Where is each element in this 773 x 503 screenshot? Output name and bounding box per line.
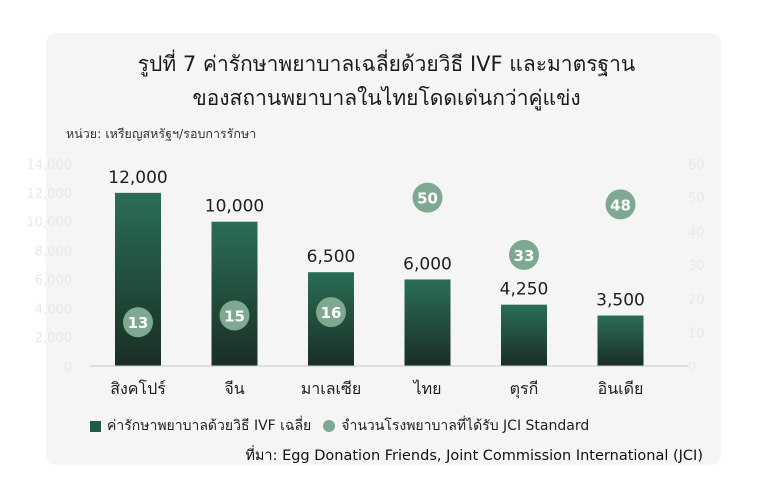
- right-axis-tick-label: 60: [688, 158, 705, 173]
- left-axis-tick-label: 14,000: [27, 158, 73, 173]
- category-label: ไทย: [412, 379, 442, 398]
- jci-count-label: 16: [321, 304, 342, 322]
- bar-value-label: 12,000: [108, 168, 167, 188]
- left-axis-tick-label: 6,000: [35, 273, 72, 288]
- bar-value-label: 3,500: [596, 291, 645, 311]
- left-axis-tick-label: 2,000: [35, 331, 72, 346]
- bar: [404, 279, 451, 366]
- jci-count-label: 13: [128, 314, 149, 332]
- legend-dot-label: จำนวนโรงพยาบาลที่ได้รับ JCI Standard: [341, 418, 590, 434]
- legend-bar-label: ค่ารักษาพยาบาลด้วยวิธี IVF เฉลี่ย: [107, 418, 312, 434]
- left-axis-tick-label: 0: [64, 360, 72, 375]
- bar: [501, 304, 547, 366]
- right-axis-tick-label: 10: [688, 326, 705, 341]
- right-axis-tick-label: 30: [688, 259, 705, 274]
- category-label: ตุรกี: [510, 379, 539, 399]
- category-label: มาเลเซีย: [301, 379, 362, 398]
- bar-value-label: 6,500: [307, 247, 356, 267]
- right-axis-tick-label: 50: [688, 192, 705, 207]
- jci-count-dot: [123, 307, 153, 338]
- chart-title-line-1: รูปที่ 7 ค่ารักษาพยาบาลเฉลี่ยด้วยวิธี IV…: [137, 52, 636, 76]
- right-axis-tick-label: 20: [688, 293, 705, 308]
- left-axis-tick-label: 12,000: [27, 187, 73, 202]
- jci-count-dot: [605, 189, 636, 220]
- bar-value-label: 6,000: [403, 254, 452, 274]
- bar-value-label: 4,250: [500, 280, 549, 300]
- right-axis-tick-label: 0: [688, 360, 696, 375]
- legend-bar-swatch: [90, 420, 101, 432]
- jci-count-dot: [509, 239, 539, 270]
- jci-count-label: 50: [417, 190, 438, 208]
- left-axis-tick-label: 8,000: [35, 245, 72, 260]
- chart-title-line-2: ของสถานพยาบาลในไทยโดดเด่นกว่าคู่แข่ง: [192, 86, 581, 110]
- unit-label: หน่วย: เหรียญสหรัฐฯ/รอบการรักษา: [66, 126, 257, 141]
- bar-value-label: 10,000: [205, 197, 264, 217]
- source-note: ที่มา: Egg Donation Friends, Joint Commi…: [245, 448, 703, 464]
- left-axis-tick-label: 4,000: [35, 302, 72, 317]
- right-axis-tick-label: 40: [688, 225, 705, 240]
- category-label: จีน: [224, 379, 244, 398]
- jci-count-label: 33: [514, 247, 535, 265]
- jci-count-dot: [219, 300, 250, 331]
- category-label: สิงคโปร์: [110, 379, 166, 398]
- bar: [211, 221, 258, 366]
- jci-count-label: 15: [224, 308, 245, 326]
- jci-count-dot: [412, 182, 443, 213]
- jci-count-label: 48: [610, 196, 631, 214]
- legend: ค่ารักษาพยาบาลด้วยวิธี IVF เฉลี่ย จำนวนโ…: [90, 415, 589, 437]
- legend-dot-swatch: [323, 420, 336, 432]
- bar: [115, 192, 161, 366]
- jci-count-dot: [316, 297, 346, 328]
- category-label: อินเดีย: [598, 379, 644, 398]
- bar: [597, 315, 644, 366]
- left-axis-tick-label: 10,000: [27, 216, 73, 231]
